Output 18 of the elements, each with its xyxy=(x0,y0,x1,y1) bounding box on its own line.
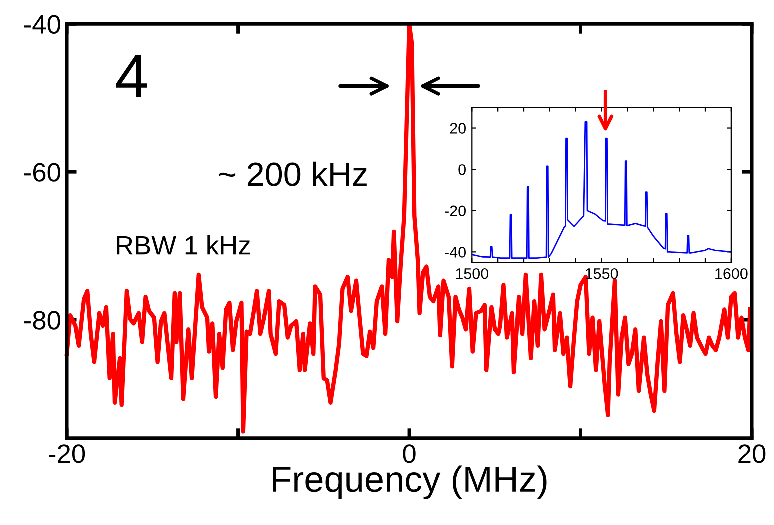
y-tick-label: 20 xyxy=(450,123,466,134)
y-tick-label: -80 xyxy=(24,311,60,330)
x-tick-label: -20 xyxy=(49,444,86,464)
x-axis-title: Frequency (MHz) xyxy=(273,466,547,500)
x-tick-label: 1550 xyxy=(586,268,618,280)
annotation: ~ 200 kHz xyxy=(219,162,367,186)
x-tick-label: 1600 xyxy=(716,268,748,280)
y-tick-label: -60 xyxy=(24,163,60,182)
line-series xyxy=(472,121,732,260)
annotation: 4 xyxy=(116,55,148,98)
x-tick-label: 0 xyxy=(403,444,416,464)
y-tick-label: 0 xyxy=(458,164,466,176)
y-tick-label: -20 xyxy=(445,206,466,217)
x-tick-label: 1500 xyxy=(456,268,489,280)
y-tick-label: -40 xyxy=(445,247,466,258)
y-tick-label: -40 xyxy=(24,15,60,34)
annotation: RBW 1 kHz xyxy=(117,236,250,255)
x-tick-label: 20 xyxy=(738,444,766,464)
